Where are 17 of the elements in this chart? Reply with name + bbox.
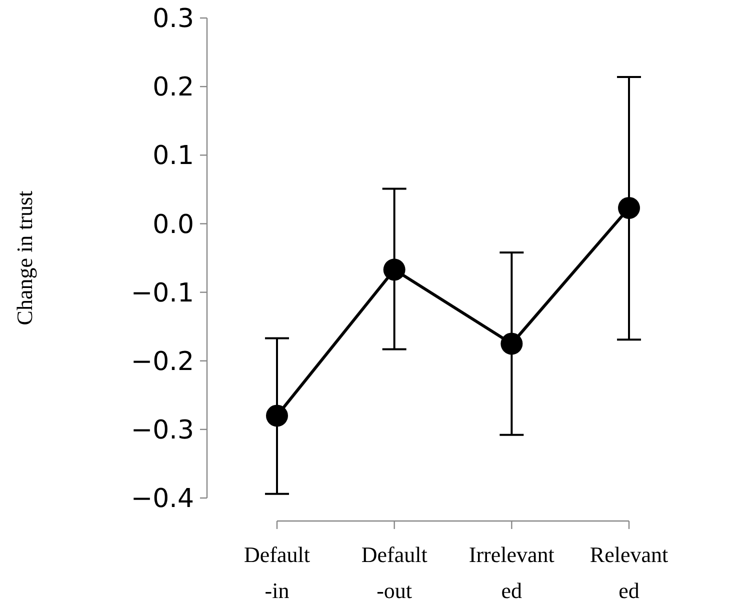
point [618, 196, 640, 219]
y-tick-label: −0.1 [130, 278, 194, 308]
y-tick-label: −0.4 [130, 484, 194, 514]
x-tick-label: Relevant ed [590, 542, 668, 603]
x-tick-label: Default -in [244, 542, 310, 603]
y-tick-label: 0.1 [152, 141, 194, 172]
y-tick-label: 0.3 [152, 4, 194, 34]
point [383, 258, 406, 281]
y-tick-label: 0.2 [152, 72, 194, 103]
y-tick-label: −0.3 [130, 416, 194, 446]
point [500, 332, 523, 355]
y-tick-label: −0.2 [130, 346, 194, 377]
y-axis-title: Change in trust [12, 190, 37, 326]
x-tick-label: Irrelevant ed [468, 542, 554, 603]
y-tick-label: 0.0 [152, 210, 194, 240]
point [266, 404, 288, 427]
x-tick-label: Default -out [361, 542, 428, 603]
